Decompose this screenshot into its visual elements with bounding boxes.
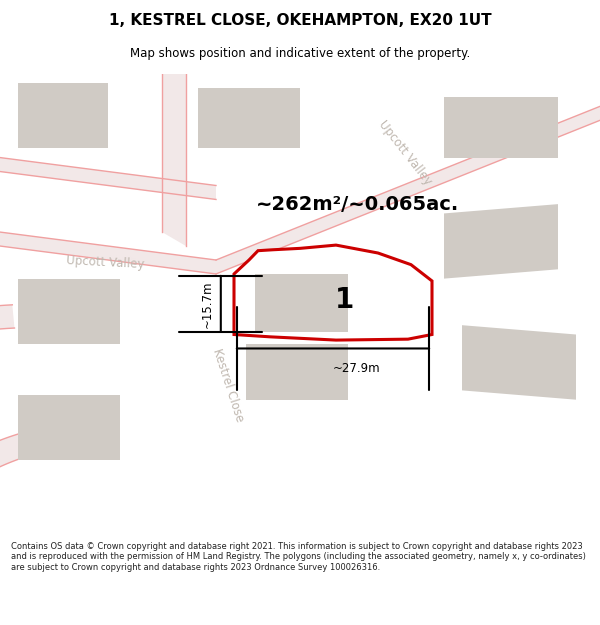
- Polygon shape: [0, 232, 216, 274]
- Text: ~15.7m: ~15.7m: [200, 280, 214, 328]
- Polygon shape: [18, 279, 120, 344]
- Text: 1: 1: [335, 286, 355, 314]
- Polygon shape: [255, 274, 348, 332]
- Polygon shape: [0, 423, 75, 512]
- Polygon shape: [0, 305, 14, 497]
- Text: ~262m²/~0.065ac.: ~262m²/~0.065ac.: [256, 194, 458, 214]
- Text: Upcott Valley: Upcott Valley: [65, 254, 145, 271]
- Polygon shape: [162, 74, 186, 246]
- Text: Kestrel Close: Kestrel Close: [210, 348, 246, 424]
- Polygon shape: [444, 97, 558, 158]
- Polygon shape: [234, 245, 432, 340]
- Polygon shape: [0, 158, 216, 199]
- Polygon shape: [246, 344, 348, 400]
- Polygon shape: [444, 204, 558, 279]
- Text: Map shows position and indicative extent of the property.: Map shows position and indicative extent…: [130, 47, 470, 59]
- Polygon shape: [18, 83, 108, 148]
- Polygon shape: [18, 395, 120, 460]
- Polygon shape: [216, 106, 600, 274]
- Polygon shape: [462, 325, 576, 400]
- Polygon shape: [198, 88, 300, 148]
- Text: 1, KESTREL CLOSE, OKEHAMPTON, EX20 1UT: 1, KESTREL CLOSE, OKEHAMPTON, EX20 1UT: [109, 13, 491, 28]
- Text: Upcott Valley: Upcott Valley: [376, 118, 434, 188]
- Text: ~27.9m: ~27.9m: [333, 361, 381, 374]
- Text: Contains OS data © Crown copyright and database right 2021. This information is : Contains OS data © Crown copyright and d…: [11, 542, 586, 572]
